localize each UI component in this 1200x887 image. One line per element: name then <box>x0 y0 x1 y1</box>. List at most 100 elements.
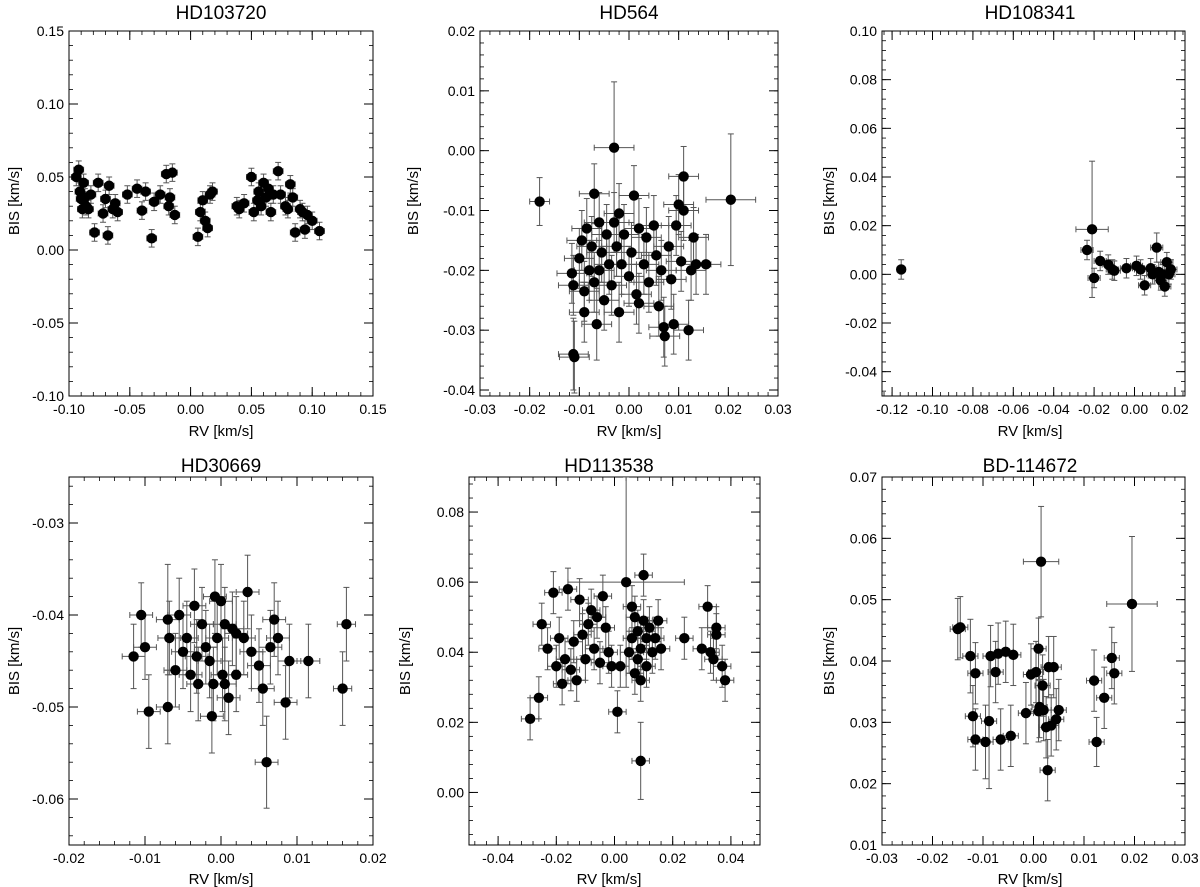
x-axis-label: RV [km/s] <box>998 423 1063 440</box>
data-point <box>574 594 585 605</box>
data-point <box>162 614 173 625</box>
data-point <box>231 628 242 639</box>
data-point <box>568 280 579 291</box>
data-point <box>1106 652 1117 664</box>
panel-title: HD108341 <box>985 3 1076 24</box>
y-tick-label: 0.05 <box>37 169 64 185</box>
data-point <box>603 259 615 270</box>
data-point <box>265 642 276 653</box>
data-point <box>576 235 588 246</box>
data-point <box>1086 224 1098 235</box>
data-point <box>212 632 223 644</box>
data-point <box>73 164 84 175</box>
data-point <box>170 665 181 676</box>
data-point <box>1121 263 1132 274</box>
data-point <box>583 619 594 630</box>
x-tick-label: 0.03 <box>1171 850 1198 866</box>
data-point <box>594 657 606 668</box>
data-point <box>980 736 991 748</box>
y-tick-label: -0.05 <box>32 699 64 715</box>
y-axis-label: BIS [km/s] <box>6 167 23 235</box>
data-point <box>289 227 301 238</box>
data-point <box>253 660 265 671</box>
x-tick-label: -0.10 <box>917 401 949 417</box>
data-point <box>700 259 712 270</box>
data-series <box>520 477 735 800</box>
data-point <box>1135 264 1146 275</box>
data-point <box>231 669 242 680</box>
y-tick-label: 0.02 <box>437 714 464 730</box>
panel-bd-114672: BD-114672 -0.03 -0.02 -0.01 0.00 0.01 0.02 0.0… <box>821 456 1199 887</box>
data-point <box>559 654 571 665</box>
x-tick-label: -0.12 <box>876 401 908 417</box>
data-point <box>596 247 607 258</box>
data-point <box>257 683 268 694</box>
data-point <box>253 186 264 197</box>
data-point <box>238 198 250 209</box>
data-point <box>148 196 160 208</box>
data-series <box>121 554 357 809</box>
data-point <box>725 194 737 205</box>
y-tick-label: -0.01 <box>443 203 475 219</box>
y-tick-label: 0.08 <box>437 504 464 520</box>
y-axis-label: BIS [km/s] <box>821 627 838 695</box>
data-point <box>1008 649 1019 661</box>
data-point <box>269 614 280 625</box>
data-point <box>591 611 603 623</box>
y-tick-label: 0.00 <box>37 242 64 258</box>
data-point <box>155 189 166 200</box>
data-point <box>635 675 646 686</box>
y-tick-label: 0.10 <box>37 96 64 112</box>
data-point <box>594 265 605 276</box>
data-point <box>215 596 227 607</box>
x-tick-label: -0.08 <box>957 401 989 417</box>
x-axis-label: RV [km/s] <box>998 871 1063 887</box>
data-point <box>1139 280 1150 291</box>
data-point <box>551 661 562 672</box>
panel-title: HD103720 <box>176 3 267 24</box>
x-tick-label: -0.02 <box>514 401 546 417</box>
data-point <box>196 619 208 630</box>
data-point <box>562 583 574 595</box>
data-point <box>638 259 650 270</box>
data-point <box>83 203 94 215</box>
x-tick-label: -0.03 <box>866 850 898 866</box>
data-point <box>307 215 318 226</box>
data-point <box>143 706 154 717</box>
data-point <box>1048 661 1059 673</box>
data-point <box>565 664 577 675</box>
plot-area: -0.12 -0.10 -0.08 -0.06 -0.04 -0.02 0.00 0.02 -0… <box>845 23 1189 417</box>
data-point <box>606 280 617 291</box>
data-point <box>202 222 213 234</box>
data-point <box>195 206 206 218</box>
data-point <box>189 600 200 611</box>
x-tick-label: -0.04 <box>1038 401 1070 417</box>
data-point <box>656 265 667 276</box>
data-point <box>589 277 600 288</box>
data-point <box>652 615 664 626</box>
x-tick-label: 0.02 <box>1121 850 1148 866</box>
data-point <box>193 678 204 690</box>
x-tick-label: -0.01 <box>967 850 999 866</box>
data-point <box>1035 556 1047 567</box>
data-series <box>70 160 325 248</box>
data-point <box>110 198 121 209</box>
x-tick-label: 0.02 <box>359 850 386 866</box>
data-point <box>579 286 590 297</box>
data-point <box>164 632 175 644</box>
data-point <box>207 186 218 197</box>
data-point <box>668 318 679 330</box>
data-point <box>548 587 559 598</box>
data-point <box>690 259 702 270</box>
data-point <box>1091 736 1102 748</box>
y-tick-label: 0.06 <box>850 530 877 546</box>
data-point <box>653 301 664 312</box>
data-point <box>584 265 595 276</box>
data-point <box>641 232 652 243</box>
data-point <box>650 633 661 644</box>
y-tick-label: 0.00 <box>850 266 877 282</box>
panel-title: HD30669 <box>181 456 261 477</box>
y-tick-label: -0.04 <box>32 607 64 623</box>
x-tick-label: 0.01 <box>283 850 310 866</box>
data-point <box>136 205 148 216</box>
